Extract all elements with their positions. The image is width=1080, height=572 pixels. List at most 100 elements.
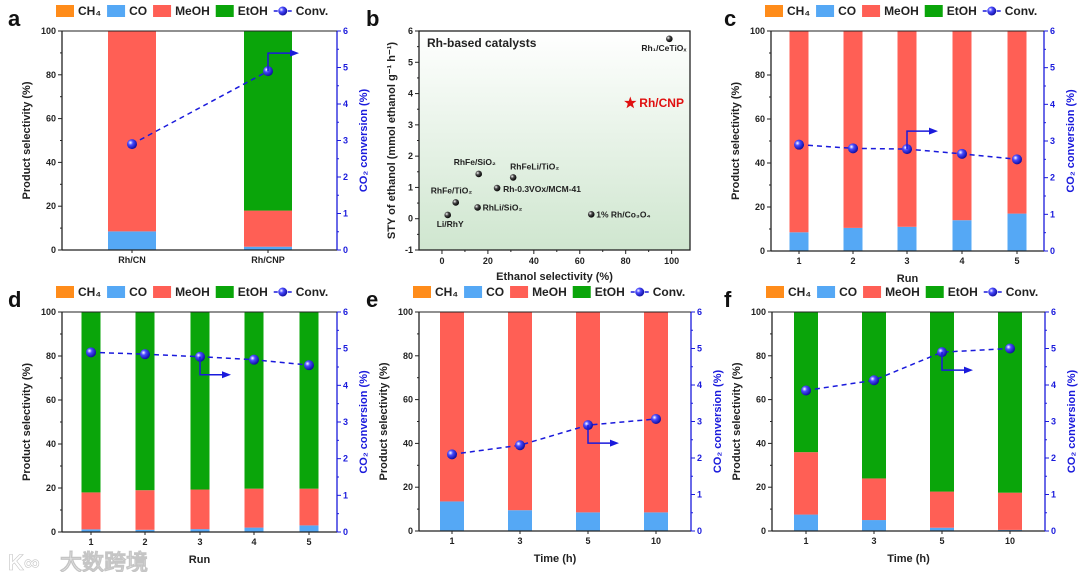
- data-point: [475, 170, 483, 178]
- bar-co-1: [794, 514, 818, 531]
- conversion-point-1: [86, 347, 96, 358]
- arrow-head-icon: [964, 366, 973, 374]
- y-tick-label: 60: [46, 114, 56, 124]
- conversion-point-1: [447, 449, 457, 460]
- legend-swatch-co: [817, 286, 836, 298]
- data-point: [509, 174, 517, 181]
- y-tick-label: 100: [398, 307, 413, 317]
- legend-label-co: CO: [129, 4, 147, 18]
- y-tick-label: 0: [51, 245, 56, 255]
- legend-swatch-etoh: [215, 286, 234, 298]
- panel-letter: c: [724, 6, 736, 31]
- bar-meoh-Rh/CN: [108, 31, 156, 232]
- bar-co-1: [81, 529, 101, 532]
- axis-arrow: [906, 130, 931, 150]
- y-tick-label: 40: [403, 438, 413, 448]
- conversion-line: [451, 418, 657, 456]
- legend-swatch-ch4: [56, 286, 74, 298]
- bar-etoh-3: [190, 312, 210, 490]
- conversion-point-3: [869, 375, 879, 386]
- y2-axis-label: CO₂ conversion (%): [1065, 89, 1077, 193]
- legend-conv-marker: [635, 287, 645, 297]
- star-marker: [624, 96, 637, 109]
- point-label: Li/RhY: [437, 219, 464, 229]
- legend-label-etoh: EtOH: [238, 285, 268, 299]
- bar-co-10: [644, 512, 668, 531]
- plot-area: [418, 30, 691, 251]
- panel-c: c CH₄ CO MeOH EtOH Conv. 1 2 3 4 5 0 20 40 60 80 100 0 1 2 3…: [724, 4, 1077, 285]
- bar-meoh-1: [794, 452, 818, 515]
- y2-tick-label: 4: [1050, 99, 1055, 109]
- point-label: RhFeLi/TiO₂: [510, 161, 559, 171]
- bar-co-5: [299, 525, 319, 532]
- legend-label-etoh: EtOH: [595, 285, 625, 299]
- bar-etoh-1: [81, 312, 101, 493]
- x-axis-label: Time (h): [534, 553, 577, 565]
- arrow-head-icon: [290, 49, 299, 57]
- y-tick-label: 0: [408, 526, 413, 536]
- y2-tick-label: 4: [1051, 380, 1056, 390]
- y-tick-label: 4: [408, 89, 413, 99]
- bar-meoh-Rh/CNP: [244, 210, 292, 247]
- conversion-point-2: [848, 143, 858, 154]
- legend-label-ch4: CH₄: [78, 285, 101, 299]
- y2-tick-label: 2: [1051, 453, 1056, 463]
- y-axis-label: Product selectivity (%): [731, 362, 743, 480]
- bar-etoh-3: [862, 312, 886, 479]
- conversion-point-10: [651, 413, 661, 424]
- x-axis-label: Run: [189, 554, 211, 566]
- legend-label-ch4: CH₄: [78, 4, 101, 18]
- bar-meoh-4: [244, 488, 264, 528]
- bar-meoh-1: [440, 312, 464, 502]
- y2-axis-label: CO₂ conversion (%): [712, 370, 724, 474]
- data-point: [493, 184, 501, 192]
- x-tick-label: 10: [651, 536, 661, 546]
- y-tick-label: 5: [408, 57, 413, 67]
- y2-tick-label: 6: [343, 26, 348, 36]
- data-point: [444, 211, 452, 219]
- data-point: [474, 204, 481, 211]
- x-tick-label: 100: [664, 256, 679, 266]
- y2-tick-label: 0: [1050, 246, 1055, 256]
- x-tick-label: 10: [1005, 536, 1015, 546]
- arrow-head-icon: [222, 371, 231, 379]
- panel-d: d CH₄ CO MeOH EtOH Conv. 1 2 3 4 5 0 20 40 60 80 100 0 1 2 3…: [8, 285, 370, 566]
- legend-swatch-ch4: [766, 286, 784, 298]
- y-tick-label: 60: [755, 114, 765, 124]
- bar-meoh-3: [897, 31, 917, 227]
- y-tick-label: 40: [755, 158, 765, 168]
- conversion-point-4: [957, 148, 967, 159]
- y2-tick-label: 6: [1051, 307, 1056, 317]
- legend-swatch-etoh: [924, 5, 943, 17]
- x-tick-label: 2: [850, 256, 855, 266]
- bar-co-4: [244, 527, 264, 532]
- y2-tick-label: 0: [343, 245, 348, 255]
- legend-swatch-ch4: [56, 5, 74, 17]
- conversion-line: [805, 347, 1011, 392]
- legend-swatch-etoh: [572, 286, 591, 298]
- bar-meoh-2: [843, 31, 863, 228]
- legend-label-conv: Conv.: [296, 4, 328, 18]
- x-tick-label: 1: [449, 536, 454, 546]
- legend-label-conv: Conv.: [1006, 285, 1038, 299]
- y2-tick-label: 4: [343, 380, 348, 390]
- bar-co-2: [135, 529, 155, 532]
- y-tick-label: 80: [755, 70, 765, 80]
- y-tick-label: 40: [756, 438, 766, 448]
- legend-label-meoh: MeOH: [884, 4, 919, 18]
- y-tick-label: 80: [756, 351, 766, 361]
- x-tick-label: 5: [306, 537, 311, 547]
- bar-co-3: [190, 529, 210, 532]
- y-tick-label: 20: [46, 201, 56, 211]
- y-tick-label: 100: [41, 26, 56, 36]
- conversion-point-5: [1012, 154, 1022, 165]
- bar-co-5: [1007, 213, 1027, 251]
- axis-arrow: [267, 52, 292, 72]
- point-label: Rh-0.3VOx/MCM-41: [503, 184, 581, 194]
- y2-tick-label: 1: [343, 490, 348, 500]
- data-point: [452, 199, 460, 206]
- y-tick-label: 80: [403, 351, 413, 361]
- legend-label-ch4: CH₄: [787, 4, 810, 18]
- legend-conv-marker: [988, 287, 998, 297]
- watermark-logo-icon: K∞: [8, 550, 40, 572]
